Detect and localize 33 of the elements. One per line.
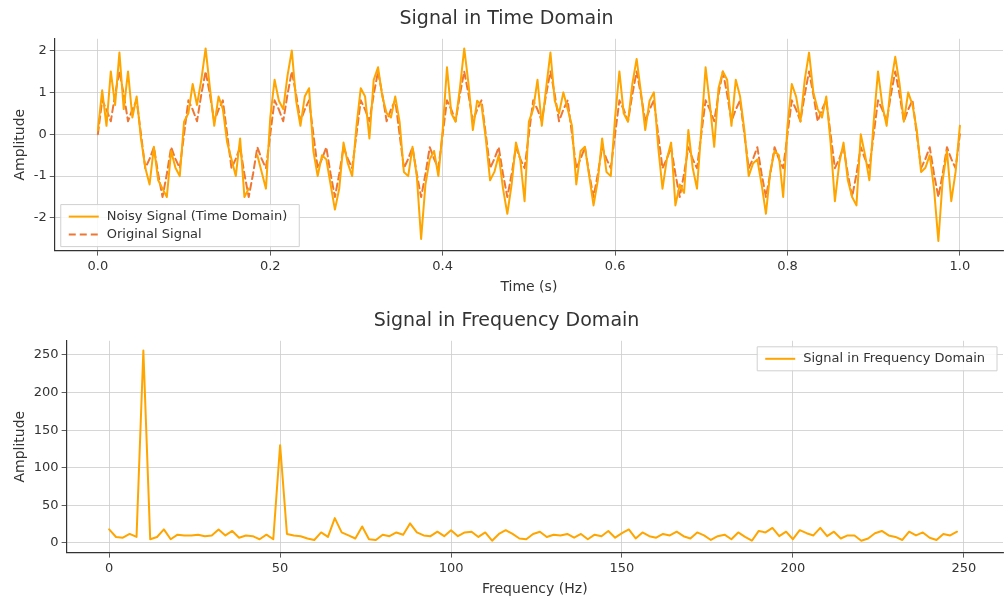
x-tick-label: 200 [780, 559, 806, 575]
x-tick-label: 50 [271, 559, 289, 575]
y-tick-label: 50 [42, 496, 59, 512]
x-tick-label: 0 [105, 559, 114, 575]
y-tick-label: 200 [33, 383, 59, 399]
legend-label: Signal in Frequency Domain [803, 350, 986, 366]
y-tick-label: 250 [33, 346, 59, 362]
legend-label: Original Signal [106, 225, 202, 241]
y-tick-label: 1 [38, 83, 47, 99]
x-tick-label: 0.6 [604, 257, 626, 273]
x-axis-title: Time (s) [499, 278, 558, 295]
y-tick-label: 100 [33, 459, 59, 475]
y-tick-label: 0 [38, 125, 47, 141]
chart-title: Signal in Frequency Domain [373, 308, 640, 331]
y-tick-label: 150 [33, 421, 59, 437]
x-tick-label: 0.0 [87, 257, 109, 273]
y-axis-title: Amplitude [11, 108, 28, 181]
y-tick-label: -2 [33, 209, 47, 225]
y-tick-label: -1 [33, 167, 47, 183]
legend-label: Noisy Signal (Time Domain) [106, 207, 288, 223]
y-tick-label: 2 [38, 41, 47, 57]
line-series [96, 70, 961, 199]
x-tick-label: 0.8 [777, 257, 798, 273]
x-tick-label: 1.0 [949, 257, 971, 273]
x-tick-label: 0.2 [259, 257, 281, 273]
x-tick-label: 150 [609, 559, 635, 575]
x-axis-title: Frequency (Hz) [482, 580, 588, 597]
x-tick-label: 0.4 [432, 257, 454, 273]
y-tick-label: 0 [50, 534, 59, 550]
x-tick-label: 250 [951, 559, 977, 575]
chart-title: Signal in Time Domain [399, 6, 614, 29]
y-axis-title: Amplitude [11, 410, 28, 483]
x-tick-label: 100 [438, 559, 464, 575]
